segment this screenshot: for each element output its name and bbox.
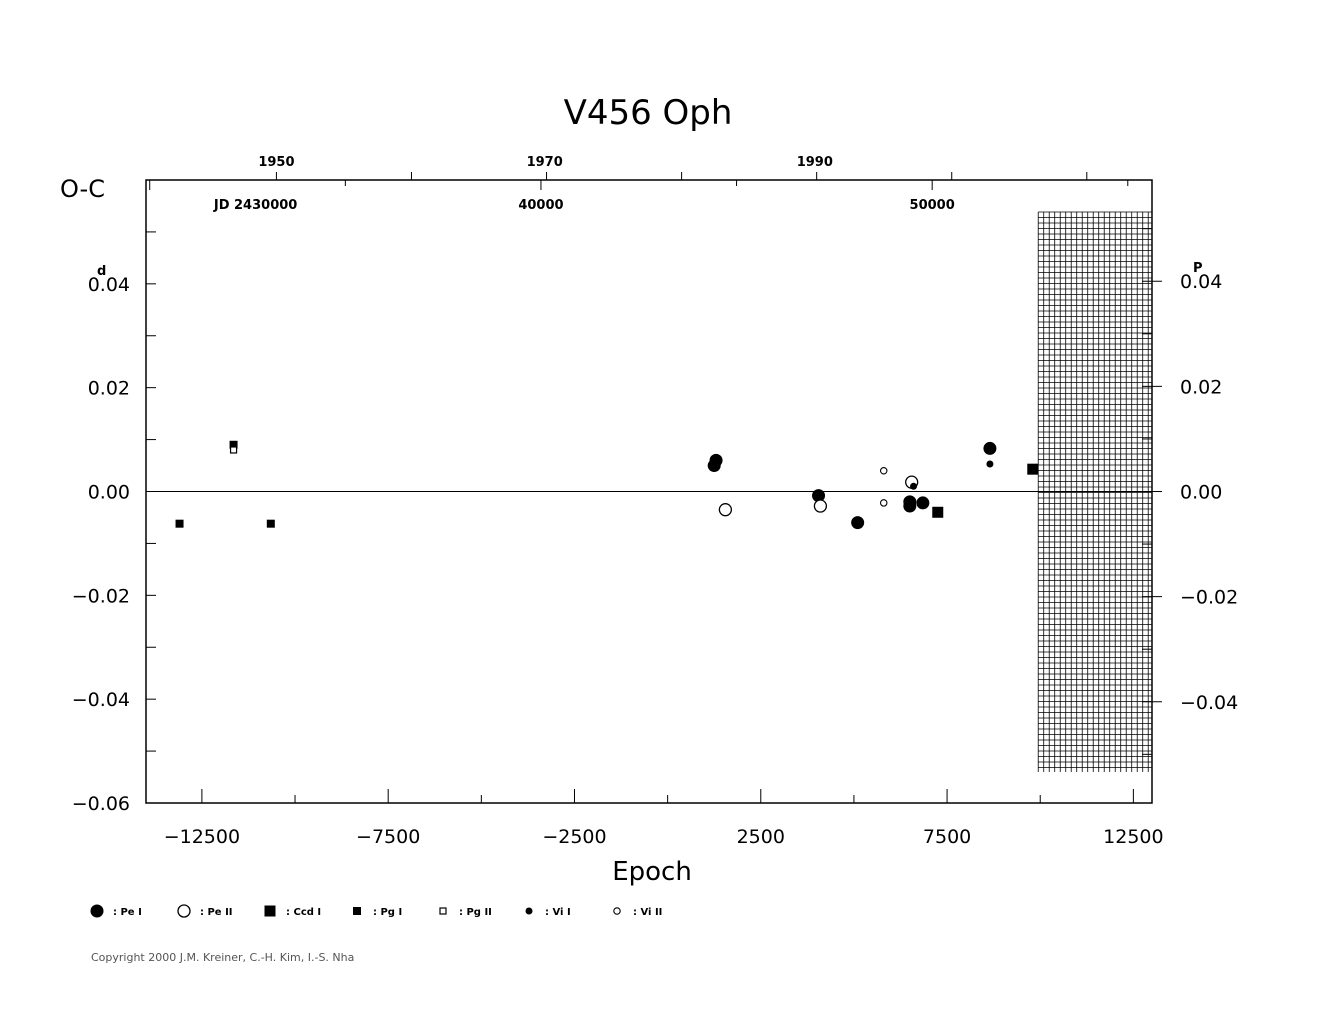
y-tick-label-right: −0.02	[1180, 587, 1238, 609]
legend-marker	[525, 907, 533, 915]
legend-label: : Pe I	[113, 907, 142, 918]
x-tick-label: −7500	[356, 826, 420, 848]
legend-label: : Vi I	[545, 907, 571, 918]
x-tick-label: 12500	[1103, 826, 1163, 848]
y-axis-label: O-C	[60, 175, 105, 203]
y-tick-label-left: 0.04	[88, 274, 130, 296]
data-point	[983, 441, 997, 455]
y-unit-left: d	[97, 264, 106, 279]
x-tick-label: −12500	[164, 826, 240, 848]
axis-ticks: 0.040.020.00−0.02−0.04−0.06d 0.040.020.00…	[72, 155, 1238, 848]
data-point	[175, 519, 184, 528]
data-point	[1027, 463, 1039, 475]
top-jd-label: JD 2430000	[213, 198, 297, 213]
data-point	[813, 499, 828, 513]
legend-label: : Pg I	[373, 907, 402, 918]
data-point	[851, 516, 865, 530]
y-tick-label-right: 0.04	[1180, 271, 1222, 293]
top-jd-label: 40000	[518, 198, 563, 213]
data-point	[916, 496, 930, 510]
plot-axes	[145, 179, 1153, 804]
x-tick-label: 2500	[737, 826, 785, 848]
legend: : Pe I : Pe II : Ccd I : Pg I : Pg II : Vi I:…	[90, 904, 662, 918]
chart-title: V456 Oph	[564, 93, 733, 133]
top-year-label: 1990	[797, 155, 833, 170]
data-point	[812, 489, 826, 503]
data-point	[718, 503, 733, 517]
data-point	[932, 506, 944, 518]
y-tick-label-right: −0.04	[1180, 692, 1238, 714]
data-point	[266, 519, 275, 528]
x-axis-label: Epoch	[612, 857, 692, 887]
data-point	[879, 466, 888, 475]
y-unit-right: P	[1193, 261, 1203, 276]
legend-label: : Vi II	[633, 907, 662, 918]
data-point	[229, 440, 238, 449]
y-tick-label-right: 0.00	[1180, 482, 1222, 504]
top-year-label: 1950	[258, 155, 294, 170]
copyright-text: Copyright 2000 J.M. Kreiner, C.-H. Kim, …	[91, 951, 354, 964]
x-tick-label: 7500	[923, 826, 971, 848]
legend-marker	[90, 904, 104, 918]
y-tick-label-left: 0.00	[88, 482, 130, 504]
y-tick-label-right: 0.02	[1180, 376, 1222, 398]
data-point	[709, 453, 723, 467]
y-tick-label-left: −0.02	[72, 585, 130, 607]
legend-marker	[353, 907, 361, 915]
legend-label: : Pg II	[459, 907, 492, 918]
data-point	[986, 460, 994, 468]
data-point	[910, 482, 918, 490]
top-year-label: 1970	[527, 155, 563, 170]
y-tick-label-left: −0.04	[72, 689, 130, 711]
data-point	[229, 446, 238, 454]
data-point	[879, 499, 888, 507]
legend-label: : Ccd I	[286, 907, 321, 918]
legend-marker	[613, 907, 621, 915]
legend-marker	[439, 907, 447, 915]
data-point	[903, 499, 917, 513]
legend-marker	[264, 905, 276, 917]
data-points	[175, 440, 1039, 530]
legend-label: : Pe II	[200, 907, 233, 918]
y-tick-label-left: 0.02	[88, 378, 130, 400]
top-jd-label: 50000	[910, 198, 955, 213]
legend-marker	[177, 904, 191, 918]
x-tick-label: −2500	[542, 826, 606, 848]
y-tick-label-left: −0.06	[72, 793, 130, 815]
